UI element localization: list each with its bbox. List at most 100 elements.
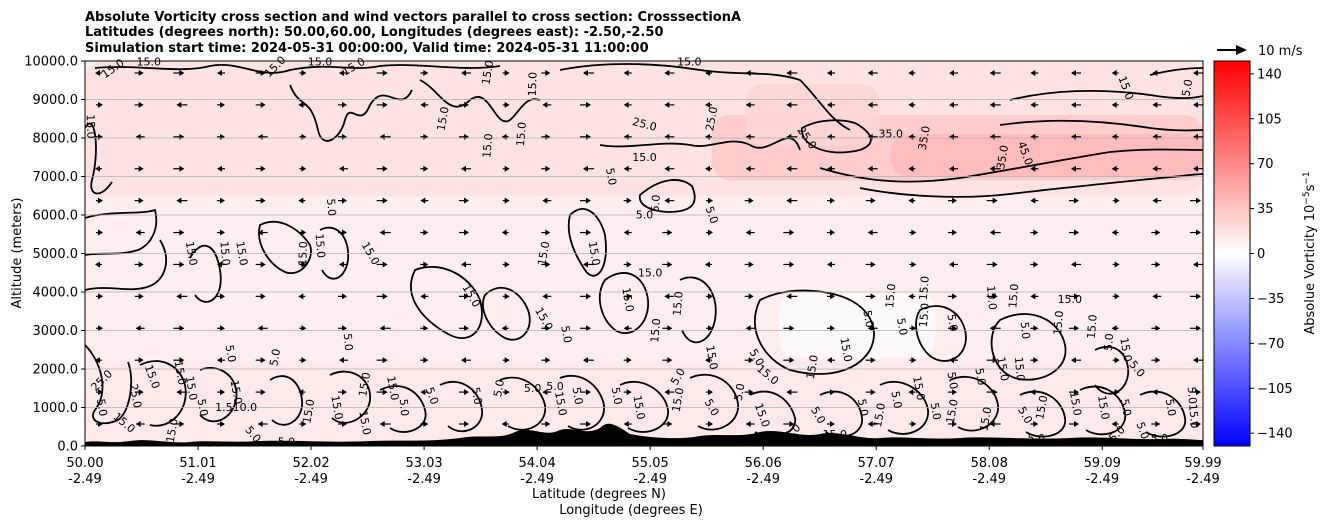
contour-label: 15.0 <box>630 394 647 420</box>
wind-vector <box>176 389 188 396</box>
quiver-key: 10 m/s <box>1217 44 1303 59</box>
wind-vector <box>134 165 144 172</box>
wind-vector <box>662 421 673 427</box>
wind-vector <box>1112 389 1120 396</box>
contour-label: 35.0 <box>994 144 1011 170</box>
contour-line <box>689 373 739 431</box>
y-tick-label: 8000.0 <box>33 132 79 147</box>
wind-vector <box>583 261 594 268</box>
wind-vector <box>783 357 795 364</box>
wind-vector <box>1069 421 1079 427</box>
wind-vector <box>1030 197 1039 204</box>
wind-vector <box>459 293 469 300</box>
wind-vector <box>623 165 632 172</box>
contour-line <box>269 375 303 426</box>
contour-label: 25.0 <box>127 383 144 409</box>
wind-vector <box>542 389 552 396</box>
x-tick-label-latitude: 58.08 <box>971 456 1008 471</box>
wind-vector <box>1111 229 1119 236</box>
wind-vector <box>786 165 798 172</box>
contour-label: 15.0 <box>514 121 529 147</box>
wind-vector <box>1030 421 1039 427</box>
contour-label: 15.0 <box>296 241 310 266</box>
wind-vector <box>502 101 510 108</box>
wind-vector <box>379 421 391 427</box>
wind-vector <box>706 421 713 427</box>
contour-label: 15.0 <box>228 379 245 405</box>
contour-label: 15.0 <box>994 356 1011 382</box>
wind-vector <box>986 389 998 396</box>
wind-vector <box>1112 293 1120 300</box>
wind-vector <box>541 421 551 427</box>
wind-vector <box>502 165 510 172</box>
wind-vector <box>502 70 510 76</box>
wind-vector <box>949 357 958 364</box>
contour-line <box>289 84 413 142</box>
wind-vector <box>173 165 185 172</box>
wind-vector <box>1071 70 1081 76</box>
contour-label: 15.0 <box>479 59 496 85</box>
x-tick-label-latitude: 56.06 <box>745 456 782 471</box>
wind-vector <box>908 165 916 172</box>
wind-vector <box>827 389 835 396</box>
contour-label: 15.0 <box>356 371 373 397</box>
wind-vector <box>1152 389 1162 396</box>
x-tick-label-latitude: 50.00 <box>66 456 103 471</box>
chart-title-line-2: Latitudes (degrees north): 50.00,60.00, … <box>85 25 664 40</box>
contour-line <box>915 305 967 362</box>
x-tick-label-longitude: -2.49 <box>68 472 102 487</box>
wind-vector <box>664 293 675 300</box>
contour-line <box>85 239 167 291</box>
wind-vector <box>744 197 754 204</box>
contour-label: 15.0 <box>1012 356 1027 382</box>
wind-vector <box>865 197 876 204</box>
colorbar-tick-label: 140 <box>1257 67 1282 82</box>
wind-vector <box>1190 229 1201 236</box>
wind-vector <box>176 197 188 204</box>
contour-label: 5.0 <box>341 333 355 352</box>
wind-vector <box>865 389 876 396</box>
wind-vector <box>909 421 917 427</box>
wind-vector <box>664 70 675 76</box>
wind-vector <box>217 101 225 108</box>
wind-vector <box>338 197 347 204</box>
wind-vector <box>623 389 632 396</box>
wind-vector <box>662 357 673 364</box>
wind-vector <box>96 229 103 236</box>
wind-vector <box>338 229 347 236</box>
wind-vector <box>1030 389 1039 396</box>
wind-vector <box>623 325 632 332</box>
wind-vector <box>420 261 429 268</box>
wind-vector <box>662 325 673 332</box>
wind-vector <box>745 229 755 236</box>
wind-vector <box>299 421 307 427</box>
wind-vector <box>1190 421 1201 427</box>
wind-vector <box>217 389 225 396</box>
contour-line <box>879 380 929 435</box>
wind-vector <box>1111 101 1119 108</box>
wind-vector <box>867 325 878 332</box>
contour-label: 5.0 <box>223 344 239 363</box>
wind-vector <box>664 165 675 172</box>
contour-label: 5.015.0 <box>1185 386 1202 429</box>
wind-vector <box>948 229 957 236</box>
wind-vector <box>502 261 510 268</box>
wind-vector <box>1152 293 1162 300</box>
contour-label: 15.0 <box>977 406 994 432</box>
wind-vector <box>948 325 957 332</box>
contour-line <box>599 137 801 151</box>
colorbar-label-unit: s <box>1303 184 1318 191</box>
contour-label: 15.0 <box>648 318 663 344</box>
wind-vector <box>257 325 268 332</box>
wind-vector <box>502 357 510 364</box>
wind-vector <box>1152 101 1162 108</box>
wind-vector <box>580 101 591 108</box>
vorticity-band <box>778 292 936 358</box>
wind-vector <box>459 197 469 204</box>
wind-vector <box>255 261 266 268</box>
wind-vector <box>1151 229 1161 236</box>
wind-vector <box>949 70 958 76</box>
x-axis-label-latitude: Latitude (degrees N) <box>532 487 666 502</box>
contour-label: 15.0 <box>1117 337 1134 363</box>
y-tick-label: 6000.0 <box>33 209 79 224</box>
